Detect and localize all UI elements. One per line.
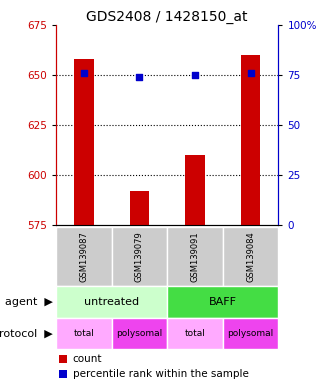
- Text: percentile rank within the sample: percentile rank within the sample: [73, 369, 249, 379]
- Bar: [167, 318, 223, 349]
- Bar: [223, 227, 278, 286]
- Bar: [167, 227, 223, 286]
- Text: GSM139091: GSM139091: [190, 231, 199, 282]
- Text: untreated: untreated: [84, 297, 139, 307]
- Bar: [56, 227, 112, 286]
- Point: [248, 70, 253, 76]
- Text: GSM139079: GSM139079: [135, 231, 144, 282]
- Text: BAFF: BAFF: [209, 297, 237, 307]
- Title: GDS2408 / 1428150_at: GDS2408 / 1428150_at: [86, 10, 248, 24]
- Point: [192, 72, 197, 78]
- Bar: [223, 318, 278, 349]
- Bar: [112, 318, 167, 349]
- Text: polysomal: polysomal: [116, 329, 163, 338]
- Bar: [130, 191, 149, 225]
- Text: GSM139084: GSM139084: [246, 231, 255, 282]
- Bar: [112, 227, 167, 286]
- Text: count: count: [73, 354, 102, 364]
- Bar: [74, 59, 93, 225]
- Bar: [59, 355, 67, 363]
- Text: GSM139087: GSM139087: [79, 231, 88, 282]
- Point: [81, 70, 86, 76]
- Text: agent  ▶: agent ▶: [5, 297, 53, 307]
- Text: protocol  ▶: protocol ▶: [0, 329, 53, 339]
- Bar: [241, 55, 260, 225]
- Bar: [59, 370, 67, 378]
- Text: polysomal: polysomal: [228, 329, 274, 338]
- Bar: [56, 286, 167, 318]
- Bar: [185, 155, 205, 225]
- Bar: [167, 286, 278, 318]
- Point: [137, 74, 142, 80]
- Text: total: total: [73, 329, 94, 338]
- Text: total: total: [185, 329, 205, 338]
- Bar: [56, 318, 112, 349]
